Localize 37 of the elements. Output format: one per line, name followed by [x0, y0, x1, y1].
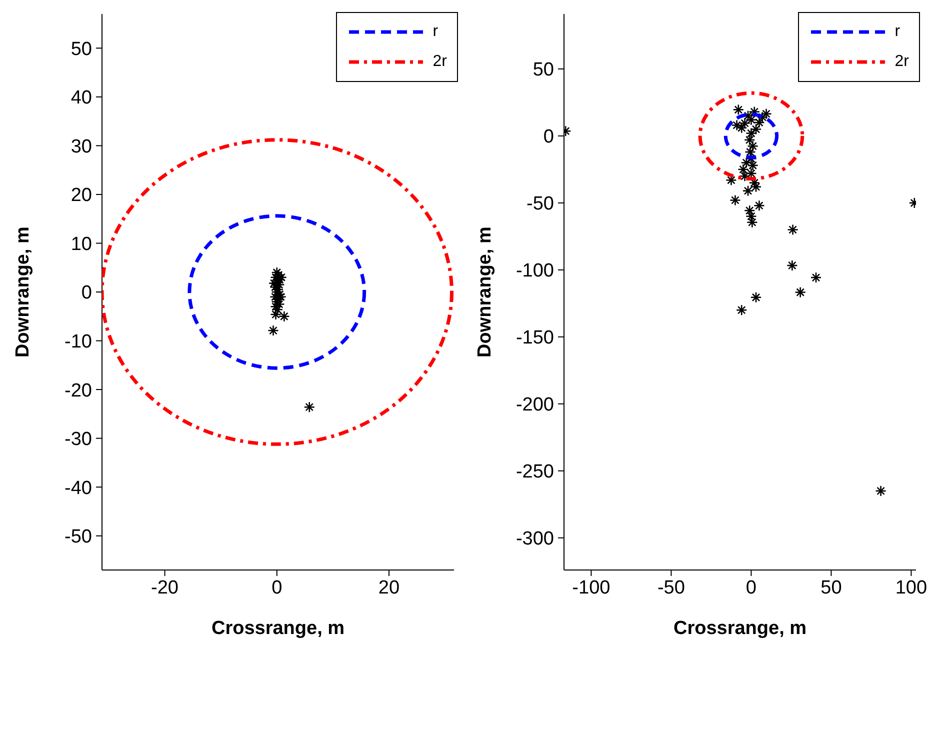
- y-tick-label: -50: [526, 194, 554, 215]
- y-tick-label: -10: [64, 332, 92, 353]
- x-tick-label: -20: [151, 577, 179, 598]
- x-tick-label: -100: [572, 577, 610, 598]
- y-tick-label: -100: [516, 260, 554, 282]
- x-tick-label: 20: [378, 577, 400, 598]
- y-tick-label: 40: [70, 88, 92, 109]
- y-tick-label: 50: [70, 38, 92, 60]
- x-tick-label: -50: [657, 577, 685, 598]
- y-axis-title: Downrange, m: [474, 226, 496, 358]
- y-tick-label: 20: [70, 185, 92, 206]
- x-tick-label: 0: [746, 577, 756, 598]
- y-tick-label: -50: [64, 526, 92, 548]
- y-tick-label: 0: [81, 282, 92, 304]
- y-tick-label: 10: [70, 234, 92, 255]
- y-tick-label: 0: [543, 126, 554, 148]
- x-axis-title: Crossrange, m: [211, 618, 345, 639]
- x-tick-label: 50: [820, 577, 842, 598]
- annotation: r: [894, 23, 900, 41]
- annotation: 2r: [432, 53, 447, 71]
- y-tick-label: 50: [532, 60, 554, 81]
- y-tick-label: -20: [64, 380, 92, 402]
- y-tick-label: 30: [70, 136, 92, 158]
- y-tick-label: -250: [516, 462, 554, 483]
- y-tick-label: -200: [516, 394, 554, 416]
- legend-box: r 2r: [798, 12, 920, 82]
- x-tick-label: 0: [272, 577, 282, 598]
- y-tick-label: -40: [64, 478, 92, 499]
- legend-box: r 2r: [336, 12, 458, 82]
- annotation: 2r: [894, 53, 909, 71]
- y-tick-label: -30: [64, 429, 92, 450]
- x-axis-title: Crossrange, m: [673, 618, 807, 639]
- y-tick-label: -300: [516, 528, 554, 550]
- y-axis-title: Downrange, m: [12, 226, 34, 358]
- y-tick-label: -150: [516, 328, 554, 349]
- annotation: r: [432, 23, 438, 41]
- x-tick-label: 100: [895, 577, 928, 598]
